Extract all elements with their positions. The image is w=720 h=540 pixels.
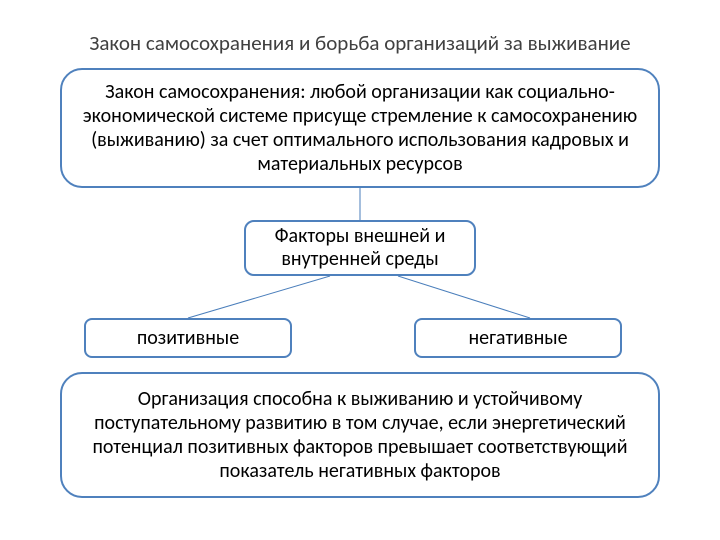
connector-mid-left [180, 276, 340, 320]
connector-mid-right [388, 276, 548, 320]
connector-top-mid [350, 188, 370, 220]
box-positive: позитивные [84, 318, 292, 358]
diagram-title: Закон самосохранения и борьба организаци… [0, 30, 720, 56]
box-negative: негативные [414, 318, 622, 358]
box-conclusion: Организация способна к выживанию и устой… [60, 372, 660, 498]
box-definition: Закон самосохранения: любой организации … [60, 68, 660, 188]
box-factors: Факторы внешней и внутренней среды [244, 220, 476, 276]
